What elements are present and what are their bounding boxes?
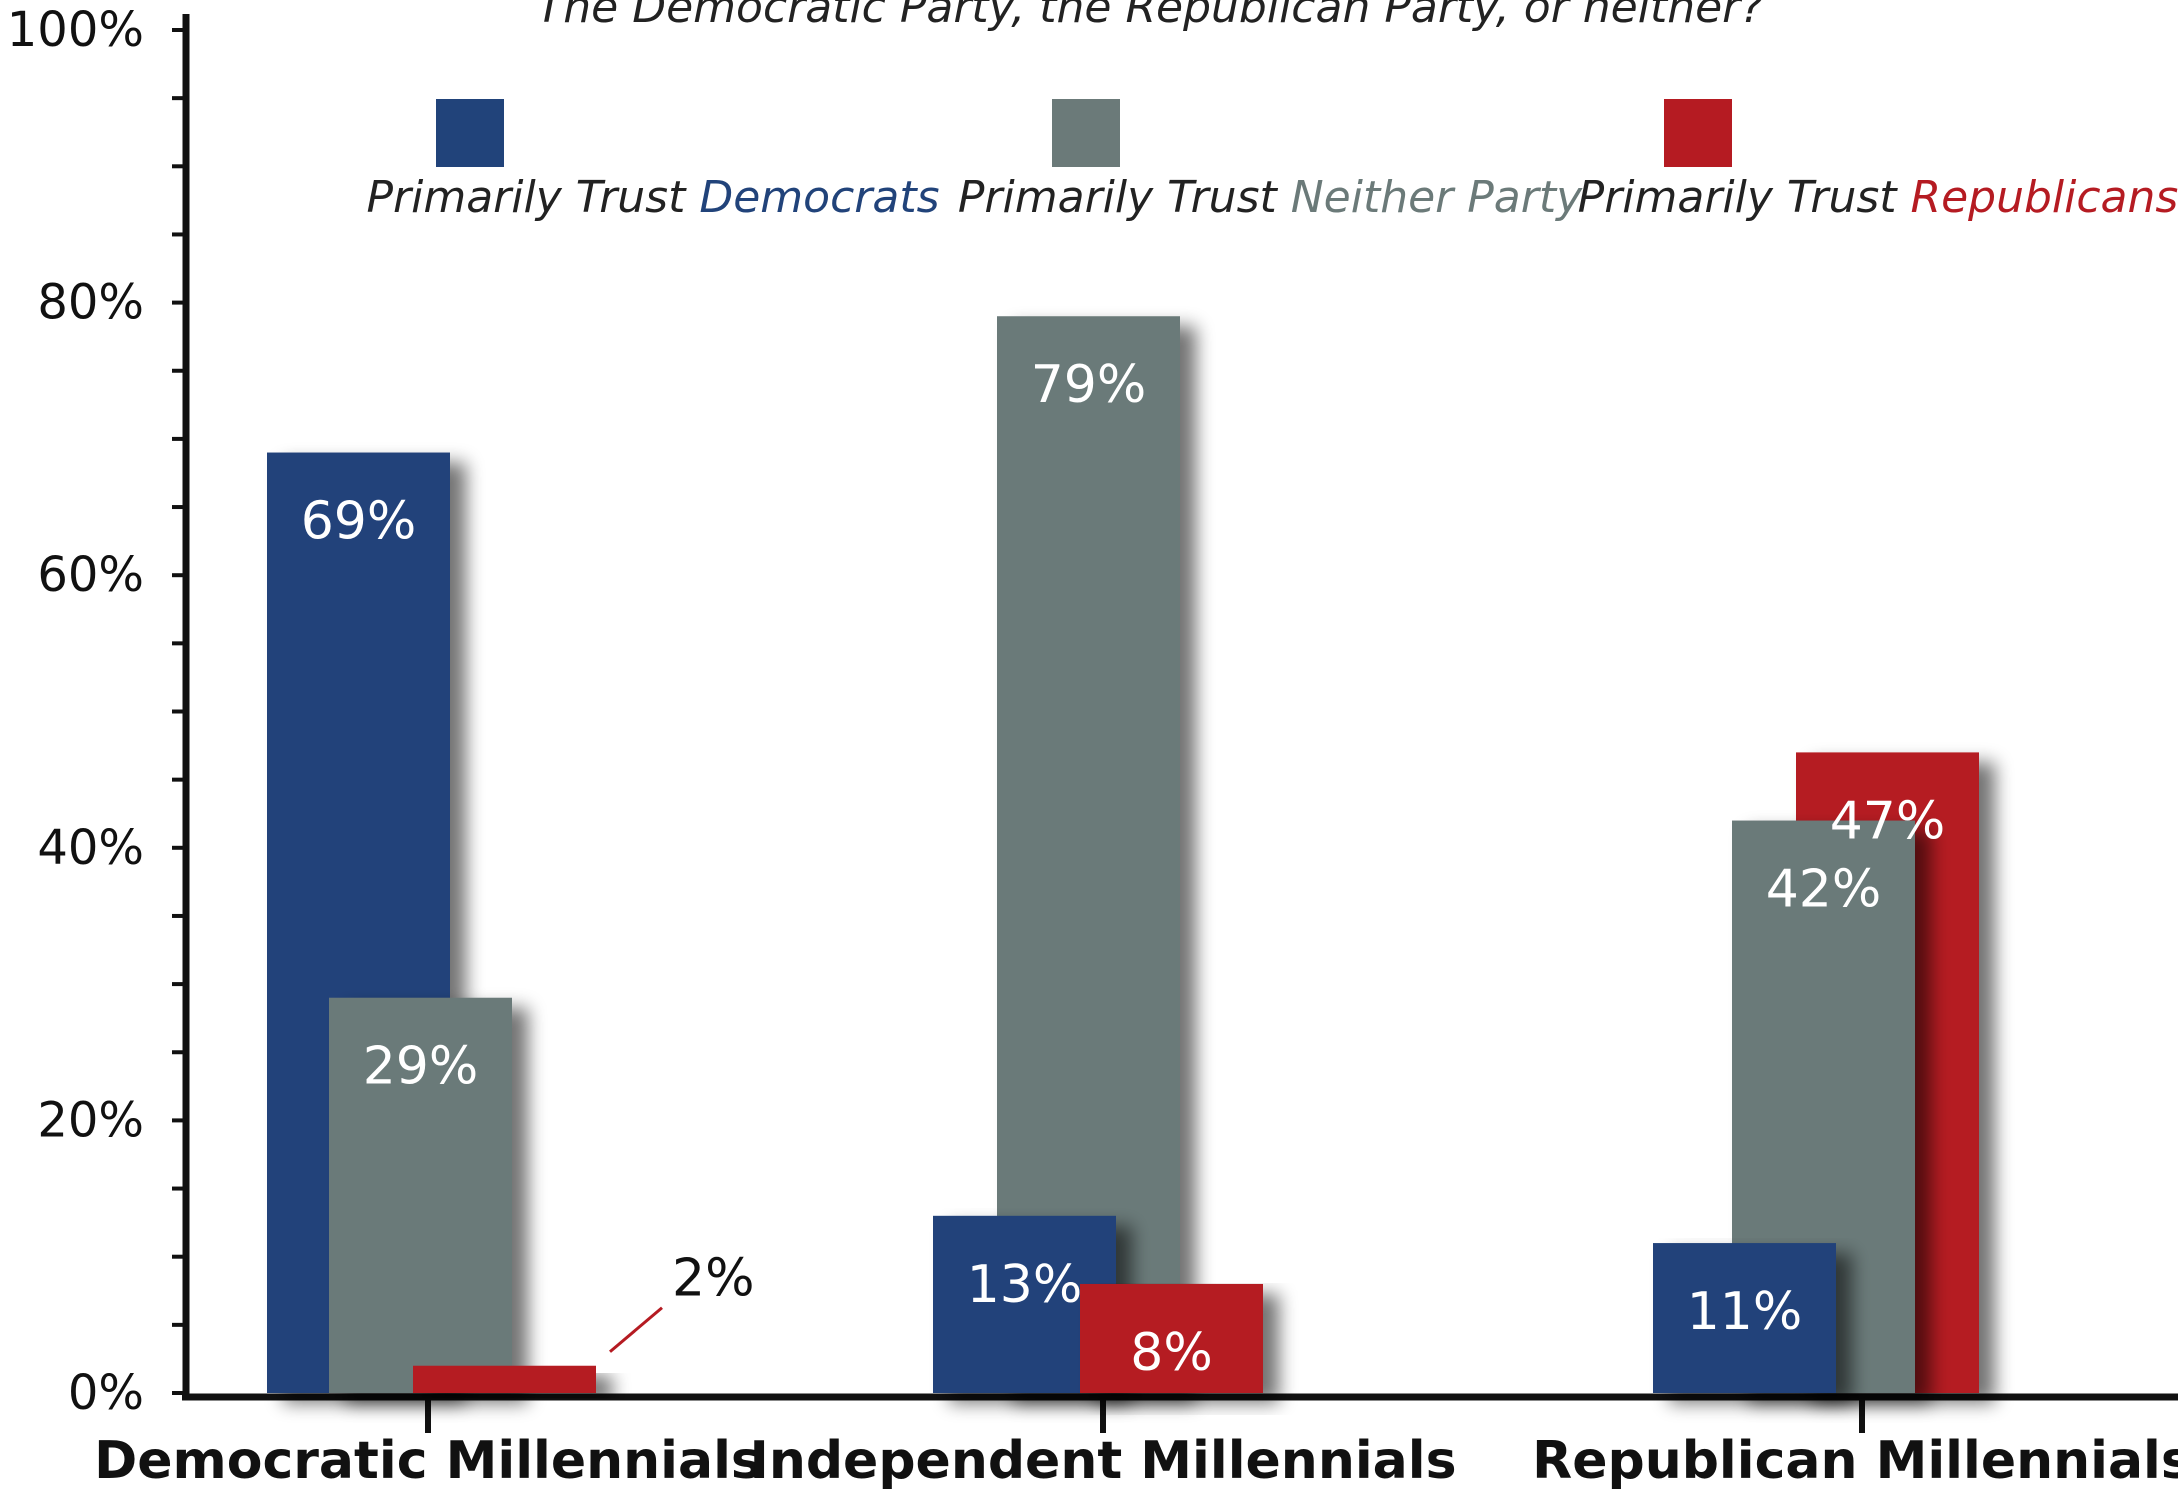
legend-swatch bbox=[436, 99, 504, 167]
legend-prefix: Primarily Trust bbox=[958, 172, 1291, 223]
data-label: 11% bbox=[1687, 1282, 1803, 1342]
data-label-leader bbox=[610, 1308, 662, 1352]
category-label: Republican Millennials bbox=[1532, 1431, 2178, 1491]
legend-accent: Democrats bbox=[699, 172, 939, 223]
category-label: Independent Millennials bbox=[749, 1431, 1456, 1491]
data-label: 47% bbox=[1830, 791, 1946, 851]
data-label: 13% bbox=[967, 1255, 1083, 1315]
legend-label: Primarily Trust Republicans bbox=[1578, 172, 2178, 223]
y-tick-label: 20% bbox=[37, 1092, 144, 1148]
bar-republicans-0 bbox=[413, 1366, 596, 1393]
chart-subtitle: The Democratic Party, the Republican Par… bbox=[536, 0, 1763, 33]
y-axis: 0% 20% 40% 60% 80% 100% bbox=[7, 2, 186, 1421]
data-label: 8% bbox=[1130, 1323, 1213, 1383]
data-label: 79% bbox=[1031, 355, 1147, 415]
legend-swatch bbox=[1664, 99, 1732, 167]
y-tick-label: 100% bbox=[7, 2, 144, 58]
data-label: 42% bbox=[1766, 860, 1882, 920]
y-tick-label: 40% bbox=[37, 820, 144, 876]
legend-accent: Neither Party bbox=[1291, 172, 1583, 223]
legend-prefix: Primarily Trust bbox=[1578, 172, 1911, 223]
bars bbox=[267, 316, 1979, 1393]
legend-prefix: Primarily Trust bbox=[367, 172, 700, 223]
legend-label: Primarily Trust Democrats bbox=[367, 172, 940, 223]
data-label: 2% bbox=[672, 1249, 755, 1309]
category-label: Democratic Millennials bbox=[94, 1431, 762, 1491]
y-tick-label: 80% bbox=[37, 275, 144, 331]
legend-label: Primarily Trust Neither Party bbox=[958, 172, 1583, 223]
data-label: 29% bbox=[363, 1037, 479, 1097]
y-tick-label: 60% bbox=[37, 547, 144, 603]
legend-swatch bbox=[1052, 99, 1120, 167]
y-tick-label: 0% bbox=[68, 1365, 144, 1421]
data-label: 69% bbox=[301, 492, 417, 552]
legend-accent: Republicans bbox=[1911, 172, 2178, 223]
